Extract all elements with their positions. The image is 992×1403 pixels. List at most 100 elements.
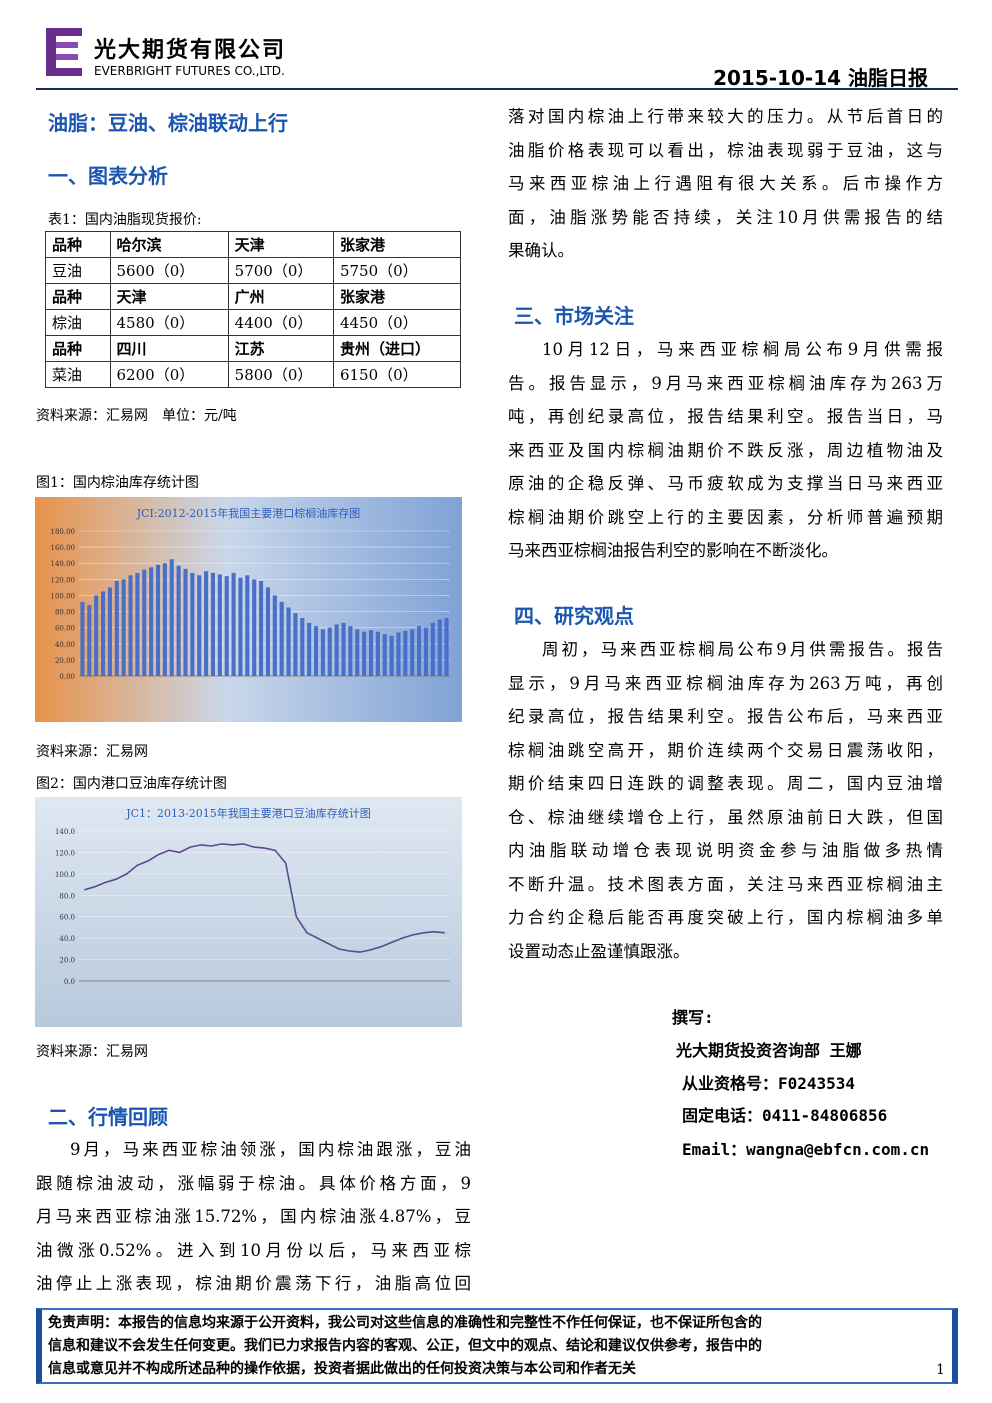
- y-tick-label: 80.00: [55, 609, 75, 617]
- bar: [128, 575, 133, 676]
- table-cell: 6200（0）: [109, 361, 229, 388]
- table-cell: 4400（0）: [227, 309, 334, 336]
- table-cell: 豆油: [45, 257, 111, 284]
- paragraph-line: 仓、棕油继续增仓上行，虽然原油前日大跌，但国: [508, 807, 943, 827]
- logo: [46, 28, 82, 76]
- y-tick-label: 140.0: [55, 828, 75, 836]
- bar: [87, 605, 92, 676]
- paragraph-line: 周初，马来西亚棕榈局公布9月供需报告。报告: [542, 640, 943, 659]
- table-cell: 广州: [227, 283, 334, 310]
- date: 2015-10-14: [713, 66, 842, 90]
- bar: [210, 572, 216, 676]
- paragraph-line: 告。报告显示，9月马来西亚棕榈油库存为263万: [508, 373, 943, 393]
- disclaimer-line: 信息和建议不会发生任何变更。我们已力求报告内容的客观、公正，但文中的观点、结论和…: [48, 1338, 762, 1354]
- paragraph-line: 期价结束四日连跌的调整表现。周二，国内豆油增: [508, 774, 943, 793]
- paragraph-line: 落对国内棕油上行带来较大的压力。从节后首日的: [508, 107, 943, 126]
- y-tick-label: 180.00: [51, 528, 76, 536]
- y-tick-label: 100.0: [55, 871, 75, 879]
- y-tick-label: 120.00: [51, 576, 76, 584]
- report-id: 2015-10-14 油脂日报: [713, 62, 928, 91]
- y-tick-label: 80.0: [59, 892, 75, 900]
- page-number: 1: [936, 1362, 945, 1378]
- bar: [231, 572, 236, 676]
- bar: [375, 631, 380, 676]
- section-heading: 一、图表分析: [48, 164, 168, 188]
- report-name: 油脂日报: [848, 66, 928, 90]
- bar: [417, 626, 422, 676]
- paragraph-line: 不断升温。技术图表方面，关注马来西亚棕榈油主: [508, 874, 943, 894]
- y-tick-label: 0.0: [64, 978, 75, 986]
- table-cell: 菜油: [45, 361, 111, 388]
- table-cell: 品种: [45, 335, 111, 362]
- bar: [190, 572, 195, 676]
- table-row: 品种 四川 江苏 贵州（进口）: [45, 335, 462, 362]
- bar: [238, 577, 243, 676]
- bar: [149, 567, 154, 676]
- bar: [437, 619, 442, 676]
- bar: [142, 569, 147, 676]
- paragraph-line: 内油脂联动增仓表现说明资金参与油脂做多热情: [508, 841, 943, 860]
- paragraph-line: 油脂价格表现可以看出，棕油表现弱于豆油，这与: [508, 140, 943, 160]
- bar: [259, 580, 264, 676]
- paragraph-line: 棕榈油期价跳空上行的主要因素，分析师普遍预期: [508, 507, 943, 527]
- bar: [389, 635, 394, 676]
- table-row: 豆油 5600（0） 5700（0） 5750（0）: [45, 257, 462, 284]
- bar: [183, 568, 188, 676]
- bar: [396, 632, 401, 676]
- bar: [382, 634, 387, 676]
- chart-title: JC1：2013-2015年我国主要港口豆油库存统计图: [125, 806, 371, 820]
- table-cell: 张家港: [332, 231, 462, 258]
- bar: [197, 575, 202, 676]
- y-tick-label: 0.00: [59, 673, 75, 681]
- paragraph-line: 设置动态止盈谨慎跟涨。: [508, 941, 690, 961]
- table-row: 品种 哈尔滨 天津 张家港: [45, 231, 462, 258]
- table-cell: 5800（0）: [227, 361, 334, 388]
- author-license: 从业资格号：F0243534: [682, 1074, 856, 1093]
- y-tick-label: 60.00: [55, 625, 75, 633]
- y-tick-label: 20.0: [59, 957, 75, 965]
- price-table: 品种 哈尔滨 天津 张家港 豆油 5600（0） 5700（0） 5750（0） 品种 天津 广州张…: [45, 231, 462, 388]
- table-row: 菜油 6200（0） 5800（0） 6150（0）: [45, 361, 462, 388]
- paragraph-line: 来西亚及国内棕榈油期价不跌反涨，周边植物油及: [508, 440, 943, 460]
- source: 资料来源：汇易网 单位：元/吨: [36, 408, 237, 424]
- y-tick-label: 140.00: [51, 560, 76, 568]
- y-tick-label: 40.0: [59, 935, 75, 943]
- doc-title: 油脂：豆油、棕油联动上行: [48, 111, 288, 135]
- bar: [300, 618, 305, 676]
- y-tick-label: 60.0: [59, 914, 75, 922]
- paragraph-line: 力合约企稳后能否再度突破上行，国内棕榈油多单: [508, 908, 943, 927]
- table-cell: 棕油: [45, 309, 111, 336]
- paragraph-line: 月马来西亚棕油涨15.72%，国内棕油涨4.87%，豆: [36, 1207, 471, 1226]
- bar: [204, 571, 209, 676]
- author-label: 撰写:: [672, 1008, 714, 1027]
- source: 资料来源：汇易网: [36, 1044, 148, 1060]
- bar: [169, 559, 174, 676]
- paragraph-line: 马来西亚棕榈油报告利空的影响在不断淡化。: [508, 541, 838, 560]
- paragraph-line: 纪录高位，报告结果利空。报告公布后，马来西亚: [508, 707, 943, 726]
- author-email: Email：wangna@ebfcn.com.cn: [682, 1140, 930, 1159]
- company-en: EVERBRIGHT FUTURES CO.,LTD.: [94, 64, 285, 78]
- bar: [114, 580, 119, 676]
- bar: [162, 563, 167, 676]
- section-heading: 二、行情回顾: [48, 1105, 168, 1129]
- disclaimer-line: 信息或意见并不构成所述品种的操作依据，投资者据此做出的任何投资决策与本公司和作者…: [48, 1361, 636, 1377]
- table-cell: 品种: [45, 283, 111, 310]
- disclaimer-line: 免责声明：本报告的信息均来源于公开资料，我公司对这些信息的准确性和完整性不作任何…: [48, 1315, 762, 1331]
- table-cell: 四川: [109, 335, 229, 362]
- bar: [121, 579, 126, 676]
- table-cell: 4580（0）: [109, 309, 229, 336]
- disclaimer-box: [36, 1308, 958, 1384]
- bar: [224, 576, 229, 676]
- bar: [348, 626, 353, 676]
- paragraph-line: 显示，9月马来西亚棕榈油库存为263万吨，再创: [508, 673, 943, 693]
- paragraph-line: 跟随棕油波动，涨幅弱于棕油。具体价格方面，9: [36, 1173, 471, 1193]
- table-cell: 5700（0）: [227, 257, 334, 284]
- y-tick-label: 120.0: [55, 849, 75, 857]
- bar: [403, 630, 408, 676]
- bar: [80, 601, 85, 676]
- table-cell: 哈尔滨: [109, 231, 229, 258]
- bar: [279, 601, 284, 676]
- bar: [313, 626, 319, 676]
- paragraph-line: 马来西亚棕油上行遇阻有很大关系。后市操作方: [508, 174, 943, 193]
- bar: [362, 631, 367, 676]
